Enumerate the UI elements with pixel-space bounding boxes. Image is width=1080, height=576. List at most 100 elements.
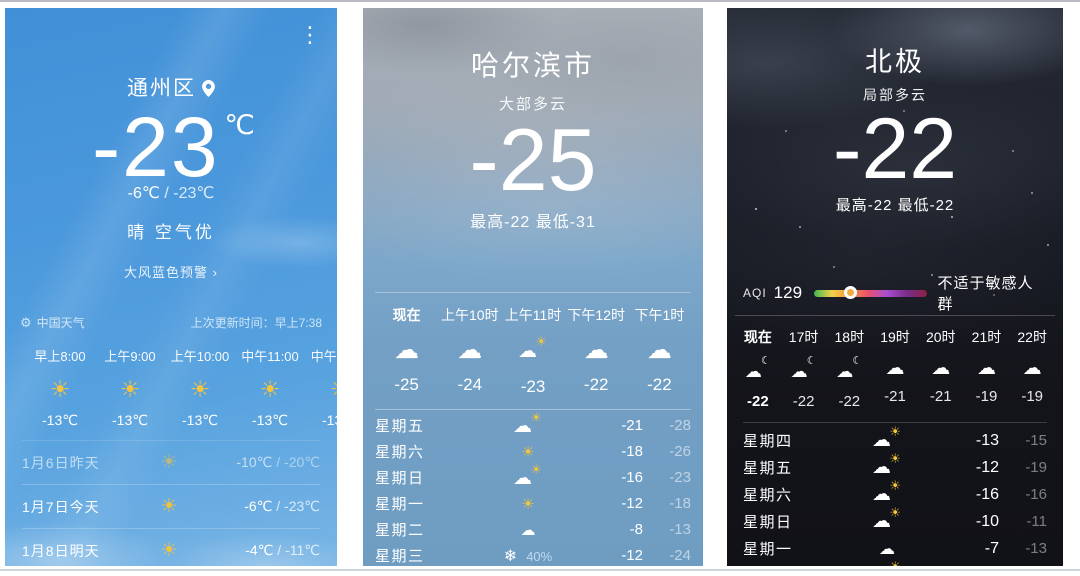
hour-column: 现在 ☁ -25 bbox=[375, 305, 438, 397]
day-low: -11℃ bbox=[285, 542, 320, 559]
daily-row[interactable]: 星期六 ☀ -18 -26 bbox=[375, 439, 691, 465]
hour-label: 19时 bbox=[880, 329, 910, 346]
day-high: -8 bbox=[629, 521, 643, 539]
hourly-forecast-strip[interactable]: 早上8:00 ☀ -13℃ 上午9:00 ☀ -13℃ 上午10:00 ☀ -1… bbox=[5, 346, 337, 429]
location-pin-icon bbox=[202, 79, 215, 103]
day-high: -16 bbox=[975, 485, 999, 503]
day-high: -21 bbox=[621, 417, 643, 435]
aqi-slider-knob[interactable] bbox=[843, 286, 857, 300]
hour-temp: -13℃ bbox=[182, 412, 218, 429]
daily-forecast-list: 星期五 ☀ ☁ -21 -28 星期六 ☀ -18 -26 星期日 ☀ ☁ -16 … bbox=[375, 408, 691, 566]
daily-row-tomorrow[interactable]: 1月8日明天 ☀ -4℃ / -11℃ bbox=[22, 528, 320, 566]
daily-row[interactable]: 星期一 ☀ -12 -18 bbox=[375, 491, 691, 517]
snow-icon-with-probability: ❄ 40% bbox=[467, 546, 589, 566]
daily-row-today[interactable]: 1月7日今天 ☀ -6℃ / -23℃ bbox=[22, 484, 320, 528]
hour-temp: -22 bbox=[647, 374, 672, 394]
weather-panel-tongzhou: ⋮ 通州区 -23 ℃ -6℃ / -23℃ 晴 空气优 大风蓝色预警 › ⚙ 中国… bbox=[5, 8, 337, 566]
day-label: 星期二 bbox=[743, 565, 831, 566]
chevron-right-icon: › bbox=[212, 265, 218, 281]
sun-behind-cloud-icon: ☀☁ bbox=[831, 559, 943, 566]
daily-row-yesterday[interactable]: 1月6日昨天 ☀ -10℃ / -20℃ bbox=[22, 440, 320, 484]
sun-behind-cloud-icon: ☀☁ bbox=[518, 333, 547, 362]
daily-row[interactable]: 星期五 ☀ ☁ -12 -19 bbox=[743, 451, 1047, 481]
sun-icon: ☀ bbox=[259, 376, 281, 403]
hourly-forecast-strip[interactable]: 现在 ☾ ☁ -22 17时 ☾ ☁ -22 18时 ☾ ☁ -22 19时 ☁ -2… bbox=[735, 315, 1055, 410]
day-high: -16 bbox=[621, 469, 643, 487]
cloud-icon: ☁ bbox=[394, 335, 420, 364]
cloud-icon: ☁ bbox=[457, 335, 483, 364]
day-high: -18 bbox=[621, 443, 643, 461]
hour-temp: -25 bbox=[394, 374, 419, 394]
day-temps: -6℃ / -23℃ bbox=[208, 498, 320, 515]
weather-panel-north-pole: 北极 局部多云 -22 最高-22 最低-22 AQI 129 不适于敏感人群 … bbox=[727, 8, 1063, 566]
range-separator: / bbox=[164, 185, 169, 203]
day-label: 星期五 bbox=[375, 418, 425, 436]
hour-column: 17时 ☾ ☁ -22 bbox=[781, 327, 827, 410]
today-low: -23℃ bbox=[173, 185, 215, 203]
stars-decoration bbox=[755, 208, 757, 210]
cloud-icon: ☁ bbox=[885, 358, 905, 380]
aqi-row[interactable]: AQI 129 不适于敏感人群 bbox=[743, 275, 1047, 313]
sun-behind-cloud-icon: ☀☁ bbox=[872, 451, 901, 479]
day-high: -12 bbox=[621, 495, 643, 513]
today-range: -6℃ / -23℃ bbox=[5, 183, 337, 203]
source-row: ⚙ 中国天气 上次更新时间：早上7:38 bbox=[5, 314, 337, 331]
cloud-moon-icon: ☾ ☁ bbox=[744, 355, 771, 382]
temps-separator: / bbox=[276, 498, 281, 515]
daily-row[interactable]: 星期三 ❄ 40% -12 -24 bbox=[375, 543, 691, 566]
daily-row[interactable]: 星期二 ☁ -8 -13 bbox=[375, 517, 691, 543]
day-low: -28 bbox=[669, 417, 691, 435]
daily-row[interactable]: 星期一 ☁ -7 -13 bbox=[743, 535, 1047, 562]
day-label: 1月6日昨天 bbox=[22, 454, 100, 471]
hour-temp: -21 bbox=[884, 388, 906, 406]
cloud-icon: ☁ bbox=[583, 335, 609, 364]
day-temps: -4℃ / -11℃ bbox=[208, 542, 320, 559]
day-low: -23 bbox=[669, 469, 691, 487]
daily-row[interactable]: 星期日 ☀ ☁ -16 -23 bbox=[375, 462, 691, 491]
hour-label: 上午10:00 bbox=[170, 349, 230, 365]
hour-label: 现在 bbox=[392, 306, 421, 323]
daily-row[interactable]: 星期二 ☀☁ -12 -16 bbox=[743, 559, 1047, 566]
sun-icon: ☀ bbox=[160, 452, 178, 474]
china-weather-logo-icon: ⚙ bbox=[20, 315, 32, 331]
high-low-text: 最高-22 最低-22 bbox=[835, 197, 955, 215]
hour-temp: -13℃ bbox=[252, 412, 288, 429]
day-label: 星期三 bbox=[375, 548, 425, 566]
daily-row[interactable]: 星期六 ☀ ☁ -16 -16 bbox=[743, 478, 1047, 508]
day-low: -16 bbox=[1025, 486, 1047, 504]
day-label: 星期日 bbox=[743, 514, 793, 532]
daily-row[interactable]: 星期四 ☀ ☁ -13 -15 bbox=[743, 424, 1047, 454]
current-temperature: -22 bbox=[832, 101, 958, 197]
hour-label: 22时 bbox=[1017, 329, 1047, 346]
day-label: 1月8日明天 bbox=[22, 542, 100, 559]
location-row[interactable]: 通州区 bbox=[5, 72, 337, 103]
brand-name: 中国天气 bbox=[36, 316, 85, 331]
hour-column: 上午10时 ☁ -24 bbox=[438, 305, 501, 397]
weather-panel-harbin: 哈尔滨市 大部多云 -25 最高-22 最低-31 现在 ☁ -25 上午10时… bbox=[363, 8, 703, 566]
cloud-icon: ☁ bbox=[976, 358, 996, 380]
hour-column: 中午12:00 ☀ -13℃ bbox=[305, 346, 337, 429]
day-label: 星期四 bbox=[743, 433, 793, 451]
overflow-menu-icon[interactable]: ⋮ bbox=[299, 22, 321, 47]
hour-temp: -21 bbox=[929, 388, 952, 406]
day-label: 星期六 bbox=[743, 487, 793, 505]
day-high: -7 bbox=[984, 539, 999, 557]
daily-row[interactable]: 星期五 ☀ ☁ -21 -28 bbox=[375, 409, 691, 439]
city-name: 哈尔滨市 bbox=[470, 50, 595, 81]
hour-column: 20时 ☁ -21 bbox=[918, 327, 964, 410]
sun-behind-cloud-icon: ☀☁ bbox=[513, 409, 542, 437]
current-temperature: -23 ℃ bbox=[92, 100, 255, 194]
sun-icon: ☀ bbox=[160, 496, 178, 518]
sun-behind-cloud-icon: ☀☁ bbox=[872, 478, 901, 506]
day-label: 星期五 bbox=[743, 460, 793, 478]
weather-alert-banner[interactable]: 大风蓝色预警 › bbox=[124, 265, 218, 281]
cloud-icon: ☁ bbox=[1022, 358, 1042, 380]
day-low: -18 bbox=[669, 495, 691, 513]
daily-row[interactable]: 星期日 ☀ ☁ -10 -11 bbox=[743, 505, 1047, 535]
hourly-forecast-strip[interactable]: 现在 ☁ -25 上午10时 ☁ -24 上午11时 ☀ ☁ -23 下午12时 … bbox=[375, 291, 691, 397]
cloud-icon: ☁ bbox=[879, 540, 895, 558]
hour-temp: -13℃ bbox=[42, 412, 78, 429]
day-low: -24 bbox=[669, 547, 691, 565]
aqi-gradient-bar bbox=[814, 286, 928, 300]
hour-temp: -22 bbox=[792, 393, 815, 411]
